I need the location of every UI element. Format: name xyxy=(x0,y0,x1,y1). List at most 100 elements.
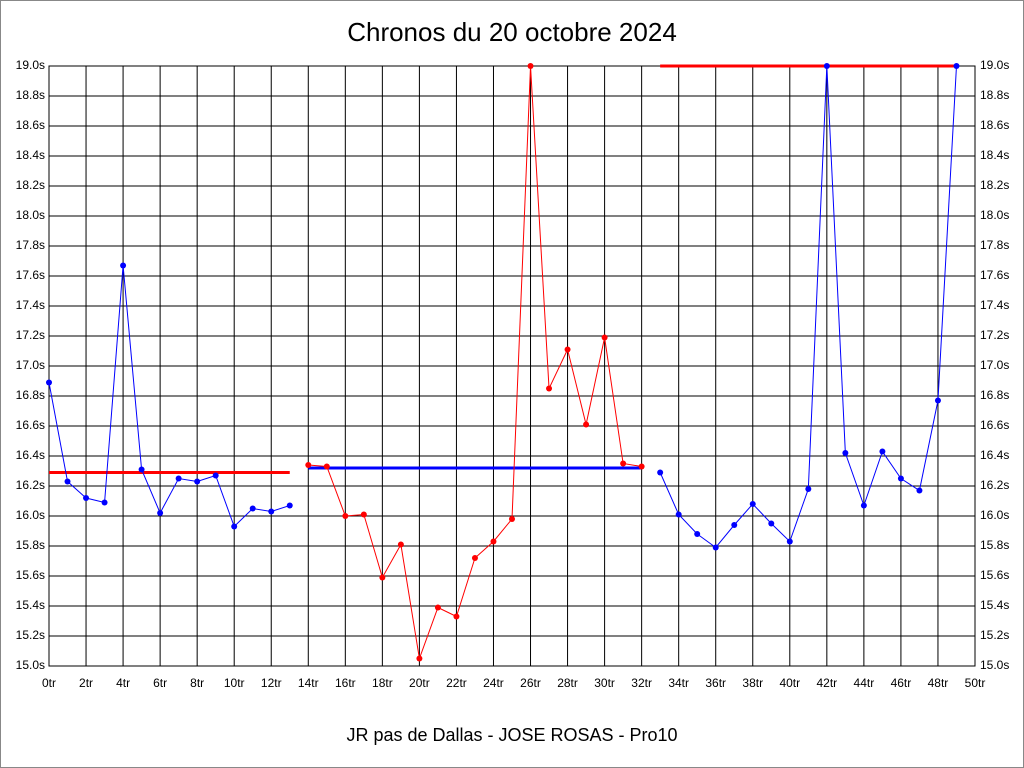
y2-tick-label: 16.4s xyxy=(980,448,1009,462)
data-point xyxy=(305,462,312,468)
data-point xyxy=(768,520,775,527)
data-point xyxy=(638,463,645,470)
data-point xyxy=(138,466,145,473)
x-tick-label: 18tr xyxy=(372,676,393,690)
series-line xyxy=(48,265,290,528)
x-tick-label: 16tr xyxy=(335,676,356,690)
data-point xyxy=(286,502,293,509)
y-tick-label: 15.6s xyxy=(16,568,45,582)
data-point xyxy=(749,501,756,507)
y2-tick-label: 17.0s xyxy=(980,358,1009,372)
data-point xyxy=(157,510,164,516)
data-point xyxy=(712,544,719,551)
y-tick-label: 19.0s xyxy=(16,58,45,72)
x-tick-label: 20tr xyxy=(409,676,430,690)
x-tick-label: 26tr xyxy=(520,676,541,690)
data-point xyxy=(860,502,867,509)
data-point xyxy=(83,495,90,501)
y-tick-label: 17.0s xyxy=(16,358,45,372)
x-tick-label: 10tr xyxy=(224,676,245,690)
y2-tick-label: 16.2s xyxy=(980,478,1009,492)
y-tick-label: 17.2s xyxy=(16,328,45,342)
data-point xyxy=(175,475,182,482)
y2-tick-label: 15.0s xyxy=(980,658,1009,672)
y2-tick-label: 18.8s xyxy=(980,88,1009,102)
data-point xyxy=(212,472,219,479)
data-point xyxy=(101,499,108,506)
x-tick-label: 34tr xyxy=(668,676,689,690)
y-tick-label: 17.8s xyxy=(16,238,45,252)
data-point xyxy=(731,522,738,528)
data-point xyxy=(490,538,497,545)
data-point xyxy=(342,513,349,519)
data-point xyxy=(842,450,849,456)
y-tick-label: 16.6s xyxy=(16,418,45,432)
x-tick-label: 44tr xyxy=(854,676,875,690)
y-tick-label: 18.6s xyxy=(16,118,45,132)
x-tick-label: 48tr xyxy=(928,676,949,690)
y2-tick-label: 15.6s xyxy=(980,568,1009,582)
data-point xyxy=(64,478,71,485)
data-point xyxy=(916,487,923,494)
data-point xyxy=(249,505,256,512)
y-tick-label: 16.0s xyxy=(16,508,45,522)
x-tick-label: 36tr xyxy=(705,676,726,690)
y-tick-label: 18.4s xyxy=(16,148,45,162)
x-tick-label: 4tr xyxy=(116,676,130,690)
y-tick-label: 16.8s xyxy=(16,388,45,402)
data-point xyxy=(879,448,886,455)
y-tick-label: 16.2s xyxy=(16,478,45,492)
x-tick-label: 30tr xyxy=(594,676,615,690)
data-point xyxy=(953,63,960,69)
y2-tick-label: 18.2s xyxy=(980,178,1009,192)
y-tick-label: 17.4s xyxy=(16,298,45,312)
data-point xyxy=(601,334,608,341)
y2-tick-label: 19.0s xyxy=(980,58,1009,72)
x-tick-label: 14tr xyxy=(298,676,319,690)
y-tick-label: 18.8s xyxy=(16,88,45,102)
data-point xyxy=(805,486,812,492)
data-point xyxy=(897,475,904,482)
y2-tick-label: 18.6s xyxy=(980,118,1009,132)
chart-title: Chronos du 20 octobre 2024 xyxy=(347,17,677,47)
data-point xyxy=(694,531,701,537)
x-tick-label: 40tr xyxy=(779,676,800,690)
x-tick-label: 50tr xyxy=(965,676,986,690)
x-tick-label: 42tr xyxy=(816,676,837,690)
plot-border xyxy=(48,65,976,667)
x-tick-label: 8tr xyxy=(190,676,204,690)
y2-tick-label: 18.0s xyxy=(980,208,1009,222)
data-point xyxy=(416,655,423,662)
x-tick-label: 12tr xyxy=(261,676,282,690)
data-point xyxy=(453,613,460,620)
y-tick-label: 15.8s xyxy=(16,538,45,552)
x-tick-label: 0tr xyxy=(42,676,56,690)
y2-tick-label: 15.2s xyxy=(980,628,1009,642)
data-point xyxy=(397,541,404,548)
data-point xyxy=(46,379,52,386)
x-tick-label: 38tr xyxy=(742,676,763,690)
data-point xyxy=(509,516,515,522)
x-tick-label: 32tr xyxy=(631,676,652,690)
x-tick-label: 24tr xyxy=(483,676,504,690)
y2-tick-label: 17.8s xyxy=(980,238,1009,252)
data-point xyxy=(268,508,275,515)
data-point xyxy=(675,511,682,518)
y2-tick-label: 17.2s xyxy=(980,328,1009,342)
y-tick-label: 18.0s xyxy=(16,208,45,222)
data-point xyxy=(323,463,330,470)
y2-tick-label: 16.6s xyxy=(980,418,1009,432)
y2-tick-label: 17.4s xyxy=(980,298,1009,312)
y2-tick-label: 15.4s xyxy=(980,598,1009,612)
data-point xyxy=(620,460,627,467)
data-point xyxy=(546,385,553,392)
data-point xyxy=(583,421,590,428)
data-point xyxy=(360,511,367,518)
data-point xyxy=(379,574,386,581)
y2-tick-label: 16.8s xyxy=(980,388,1009,402)
x-tick-label: 22tr xyxy=(446,676,467,690)
x-axis-label: JR pas de Dallas - JOSE ROSAS - Pro10 xyxy=(346,725,677,745)
y-tick-label: 15.4s xyxy=(16,598,45,612)
y-tick-label: 17.6s xyxy=(16,268,45,282)
